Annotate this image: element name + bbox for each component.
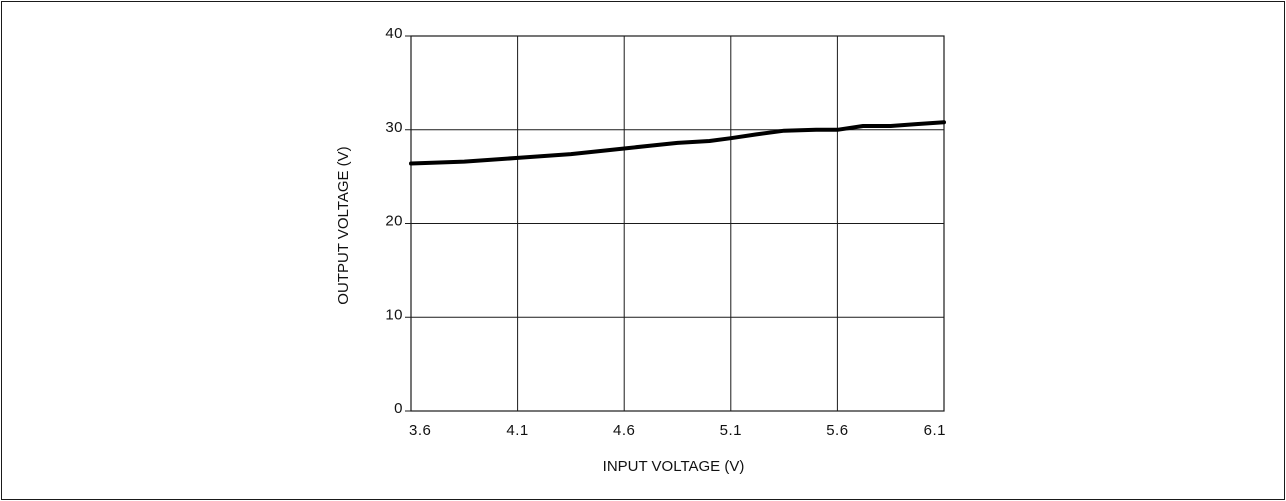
x-tick-label: 6.1 <box>924 422 946 439</box>
y-axis-title: OUTPUT VOLTAGE (V) <box>335 146 352 304</box>
tick-marks <box>405 35 411 412</box>
y-tick-labels: 0 10 20 30 40 <box>385 25 403 417</box>
x-tick-label: 4.6 <box>613 422 635 439</box>
x-tick-label: 4.1 <box>506 422 528 439</box>
output-voltage-line <box>409 120 946 166</box>
y-tick-label: 20 <box>385 213 403 230</box>
x-tick-label: 5.6 <box>826 422 848 439</box>
y-tick-label: 30 <box>385 119 403 136</box>
y-tick-label: 0 <box>394 400 403 417</box>
x-tick-label: 5.1 <box>720 422 742 439</box>
x-tick-label: 3.6 <box>409 422 431 439</box>
grid-lines <box>411 36 944 411</box>
y-tick-label: 10 <box>385 306 403 323</box>
x-axis-title: INPUT VOLTAGE (V) <box>603 458 745 475</box>
y-tick-label: 40 <box>385 25 403 42</box>
x-tick-labels: 3.6 4.1 4.6 5.1 5.6 6.1 <box>409 422 946 439</box>
